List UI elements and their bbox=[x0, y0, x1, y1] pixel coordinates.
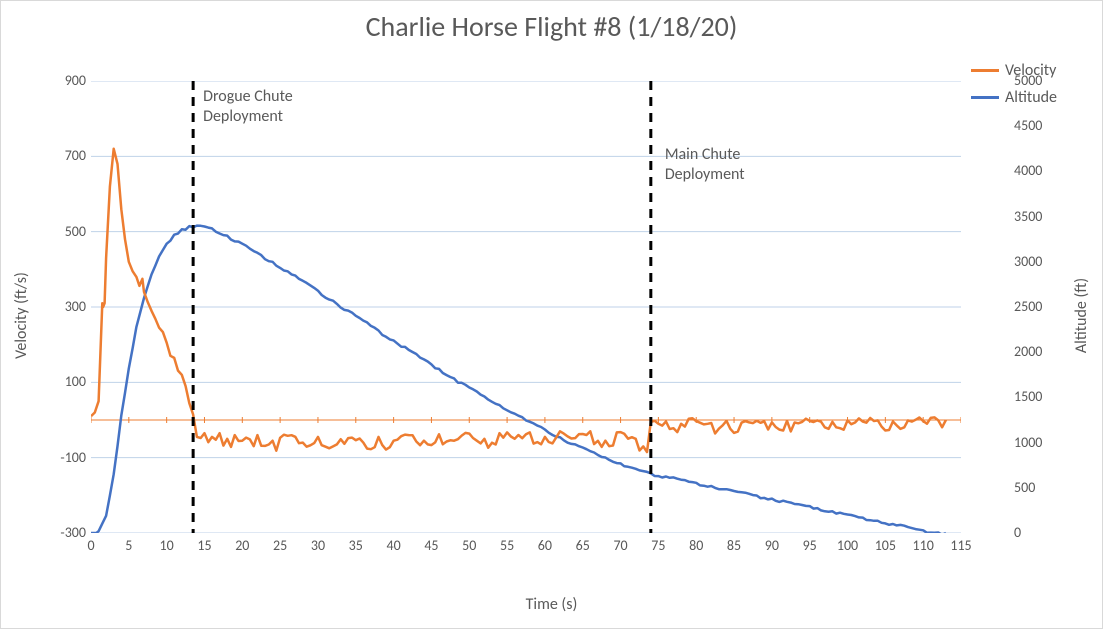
y2-tick: 0 bbox=[1014, 526, 1064, 540]
x-tick: 105 bbox=[875, 537, 896, 554]
y1-tick: 500 bbox=[1, 225, 86, 239]
y1-tick: -300 bbox=[1, 526, 86, 540]
x-tick: 50 bbox=[462, 537, 476, 554]
annotation-drogue-l1: Drogue Chute bbox=[203, 87, 293, 106]
x-tick: 75 bbox=[651, 537, 665, 554]
x-tick: 65 bbox=[576, 537, 590, 554]
y2-tick: 2500 bbox=[1014, 300, 1064, 314]
x-tick: 30 bbox=[311, 537, 325, 554]
legend-label-altitude: Altitude bbox=[1005, 88, 1057, 107]
x-tick: 35 bbox=[349, 537, 363, 554]
x-tick: 100 bbox=[837, 537, 858, 554]
chart-title: Charlie Horse Flight #8 (1/18/20) bbox=[1, 9, 1102, 44]
y1-tick: 100 bbox=[1, 375, 86, 389]
annotation-main-l2: Deployment bbox=[665, 165, 745, 184]
legend-item-velocity: Velocity bbox=[971, 61, 1057, 80]
x-tick: 45 bbox=[424, 537, 438, 554]
legend-label-velocity: Velocity bbox=[1005, 61, 1056, 80]
y2-tick-labels: 0500100015002000250030003500400045005000 bbox=[1014, 81, 1064, 533]
legend-swatch-altitude bbox=[971, 96, 999, 99]
y2-tick: 3000 bbox=[1014, 255, 1064, 269]
y2-axis-label: Altitude (ft) bbox=[1073, 278, 1092, 353]
y2-axis-label-wrap: Altitude (ft) bbox=[1072, 1, 1092, 630]
x-axis-label: Time (s) bbox=[1, 595, 1102, 614]
x-tick: 90 bbox=[765, 537, 779, 554]
x-tick: 5 bbox=[125, 537, 132, 554]
legend-item-altitude: Altitude bbox=[971, 88, 1057, 107]
annotation-drogue: Drogue Chute Deployment bbox=[203, 87, 293, 127]
x-tick: 110 bbox=[913, 537, 934, 554]
y2-tick: 1500 bbox=[1014, 390, 1064, 404]
x-tick: 55 bbox=[500, 537, 514, 554]
x-tick: 115 bbox=[950, 537, 971, 554]
x-tick: 0 bbox=[87, 537, 94, 554]
x-tick: 25 bbox=[273, 537, 287, 554]
y2-tick: 3500 bbox=[1014, 210, 1064, 224]
x-tick: 10 bbox=[160, 537, 174, 554]
annotation-drogue-l2: Deployment bbox=[203, 107, 283, 126]
y2-tick: 4500 bbox=[1014, 119, 1064, 133]
y2-tick: 2000 bbox=[1014, 345, 1064, 359]
plot-area bbox=[91, 81, 961, 533]
annotation-main-l1: Main Chute bbox=[665, 145, 741, 164]
y2-tick: 500 bbox=[1014, 481, 1064, 495]
y1-tick: 900 bbox=[1, 74, 86, 88]
y2-tick: 1000 bbox=[1014, 436, 1064, 450]
y1-tick: -100 bbox=[1, 451, 86, 465]
annotation-main: Main Chute Deployment bbox=[665, 145, 745, 185]
legend: Velocity Altitude bbox=[971, 61, 1057, 115]
x-tick: 60 bbox=[538, 537, 552, 554]
chart-frame: Charlie Horse Flight #8 (1/18/20) Veloci… bbox=[0, 0, 1103, 629]
y1-tick: 300 bbox=[1, 300, 86, 314]
y1-tick: 700 bbox=[1, 149, 86, 163]
y2-tick: 4000 bbox=[1014, 164, 1064, 178]
x-tick: 15 bbox=[197, 537, 211, 554]
x-tick: 85 bbox=[727, 537, 741, 554]
x-tick: 80 bbox=[689, 537, 703, 554]
legend-swatch-velocity bbox=[971, 69, 999, 72]
x-tick: 20 bbox=[235, 537, 249, 554]
plot-svg bbox=[91, 81, 961, 533]
x-tick: 95 bbox=[803, 537, 817, 554]
x-tick: 40 bbox=[386, 537, 400, 554]
y1-tick-labels: -300-100100300500700900 bbox=[1, 81, 86, 533]
x-tick: 70 bbox=[613, 537, 627, 554]
x-tick-labels: 0510152025303540455055606570758085909510… bbox=[91, 537, 961, 557]
